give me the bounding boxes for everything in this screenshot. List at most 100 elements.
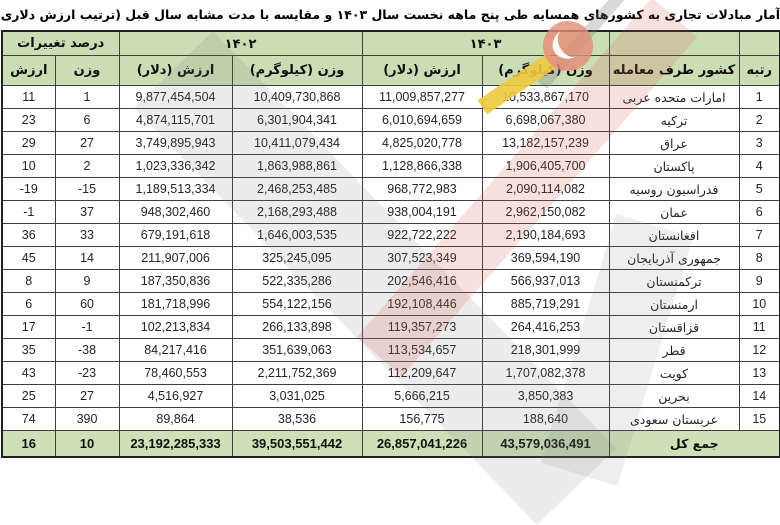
country-cell: عمان bbox=[608, 200, 740, 224]
rank-column-header: رتبه bbox=[738, 55, 780, 86]
table-header: ۱۴۰۳ ۱۴۰۲ درصد تغییرات رتبه کشور طرف معا… bbox=[1, 30, 780, 86]
table-row: 2 ترکیه 6,698,067,380 6,010,694,659 6,301,90… bbox=[1, 108, 780, 132]
value-1402-cell: 1,023,336,342 bbox=[118, 154, 233, 178]
value-1402-cell: 4,874,115,701 bbox=[118, 108, 233, 132]
value-1402-cell: 4,516,927 bbox=[118, 384, 233, 408]
value-1403-cell: 4,825,020,778 bbox=[361, 131, 483, 155]
weight-pct-cell: -38 bbox=[54, 338, 120, 362]
value-pct-cell: 8 bbox=[1, 269, 56, 293]
value-1402-column-header: ارزش (دلار) bbox=[118, 55, 233, 86]
weight-pct-column-header: وزن bbox=[54, 55, 120, 86]
value-pct-cell: 36 bbox=[1, 223, 56, 247]
value-pct-cell: 45 bbox=[1, 246, 56, 270]
value-1402-cell: 84,217,416 bbox=[118, 338, 233, 362]
weight-pct-cell: -23 bbox=[54, 361, 120, 385]
table-body: 1 امارات متحده عربی 10,533,867,170 11,009,8… bbox=[1, 85, 780, 431]
total-value-pct-cell: 16 bbox=[1, 430, 56, 458]
rank-cell: 9 bbox=[738, 269, 780, 293]
page-title: آمار مبادلات تجاری به کشورهای همسایه طی … bbox=[0, 7, 780, 22]
total-weight-1402-cell: 39,503,551,442 bbox=[231, 430, 363, 458]
value-1403-cell: 113,534,657 bbox=[361, 338, 483, 362]
value-pct-cell: 6 bbox=[1, 292, 56, 316]
country-cell: قزاقستان bbox=[608, 315, 740, 339]
weight-1402-cell: 1,646,003,535 bbox=[231, 223, 363, 247]
year-1403-header: ۱۴۰۳ bbox=[361, 30, 610, 56]
weight-1403-cell: 10,533,867,170 bbox=[481, 85, 610, 109]
value-1402-cell: 948,302,460 bbox=[118, 200, 233, 224]
country-cell: عربستان سعودی bbox=[608, 407, 740, 431]
rank-cell: 5 bbox=[738, 177, 780, 201]
weight-pct-cell: 60 bbox=[54, 292, 120, 316]
value-1403-cell: 11,009,857,277 bbox=[361, 85, 483, 109]
percent-change-header: درصد تغییرات bbox=[1, 30, 120, 56]
weight-1402-cell: 38,536 bbox=[231, 407, 363, 431]
table-row: 13 کویت 1,707,082,378 112,209,647 2,211,752,… bbox=[1, 361, 780, 385]
weight-1403-cell: 3,850,383 bbox=[481, 384, 610, 408]
country-column-header: کشور طرف معامله bbox=[608, 55, 740, 86]
weight-1402-cell: 10,409,730,868 bbox=[231, 85, 363, 109]
table-row: 10 ارمنستان 885,719,291 192,108,446 554,122,… bbox=[1, 292, 780, 316]
value-1403-cell: 307,523,349 bbox=[361, 246, 483, 270]
table-row: 8 جمهوری آذربایجان 369,594,190 307,523,349 3… bbox=[1, 246, 780, 270]
value-1403-cell: 938,004,191 bbox=[361, 200, 483, 224]
rank-cell: 15 bbox=[738, 407, 780, 431]
weight-1402-cell: 554,122,156 bbox=[231, 292, 363, 316]
weight-1402-cell: 10,411,079,434 bbox=[231, 131, 363, 155]
table-row: 14 بحرین 3,850,383 5,666,215 3,031,025 4,516,… bbox=[1, 384, 780, 408]
total-weight-pct-cell: 10 bbox=[54, 430, 120, 458]
country-cell: فدراسیون روسیه bbox=[608, 177, 740, 201]
country-cell: ارمنستان bbox=[608, 292, 740, 316]
country-cell: امارات متحده عربی bbox=[608, 85, 740, 109]
value-1402-cell: 3,749,895,943 bbox=[118, 131, 233, 155]
value-1402-cell: 89,864 bbox=[118, 407, 233, 431]
weight-1402-cell: 325,245,095 bbox=[231, 246, 363, 270]
value-1403-cell: 112,209,647 bbox=[361, 361, 483, 385]
table-row: 7 افغانستان 2,190,184,693 922,722,222 1,646,… bbox=[1, 223, 780, 247]
weight-1403-cell: 218,301,999 bbox=[481, 338, 610, 362]
weight-pct-cell: 27 bbox=[54, 131, 120, 155]
table-row: 1 امارات متحده عربی 10,533,867,170 11,009,8… bbox=[1, 85, 780, 109]
weight-1403-cell: 6,698,067,380 bbox=[481, 108, 610, 132]
weight-1402-cell: 1,863,988,861 bbox=[231, 154, 363, 178]
weight-1403-cell: 13,182,157,239 bbox=[481, 131, 610, 155]
weight-1402-cell: 3,031,025 bbox=[231, 384, 363, 408]
value-pct-cell: 17 bbox=[1, 315, 56, 339]
total-label-cell: جمع کل bbox=[608, 430, 780, 458]
value-1403-cell: 922,722,222 bbox=[361, 223, 483, 247]
table-row: 4 پاکستان 1,906,405,700 1,128,866,338 1,863,… bbox=[1, 154, 780, 178]
trade-statistics-table: ۱۴۰۳ ۱۴۰۲ درصد تغییرات رتبه کشور طرف معا… bbox=[1, 30, 780, 458]
total-value-1403-cell: 26,857,041,226 bbox=[361, 430, 483, 458]
country-cell: جمهوری آذربایجان bbox=[608, 246, 740, 270]
weight-pct-cell: 33 bbox=[54, 223, 120, 247]
value-1403-cell: 5,666,215 bbox=[361, 384, 483, 408]
weight-pct-cell: 390 bbox=[54, 407, 120, 431]
value-pct-cell: -19 bbox=[1, 177, 56, 201]
country-cell: ترکیه bbox=[608, 108, 740, 132]
rank-cell: 14 bbox=[738, 384, 780, 408]
country-cell: بحرین bbox=[608, 384, 740, 408]
weight-pct-cell: 37 bbox=[54, 200, 120, 224]
total-value-1402-cell: 23,192,285,333 bbox=[118, 430, 233, 458]
rank-cell: 11 bbox=[738, 315, 780, 339]
value-1403-cell: 192,108,446 bbox=[361, 292, 483, 316]
weight-1403-cell: 1,707,082,378 bbox=[481, 361, 610, 385]
weight-1403-cell: 369,594,190 bbox=[481, 246, 610, 270]
value-1403-cell: 968,772,983 bbox=[361, 177, 483, 201]
value-1403-cell: 156,775 bbox=[361, 407, 483, 431]
weight-1402-column-header: وزن (کیلوگرم) bbox=[231, 55, 363, 86]
weight-1402-cell: 351,639,063 bbox=[231, 338, 363, 362]
weight-pct-cell: 27 bbox=[54, 384, 120, 408]
value-pct-cell: 23 bbox=[1, 108, 56, 132]
weight-1403-cell: 566,937,013 bbox=[481, 269, 610, 293]
weight-pct-cell: -1 bbox=[54, 315, 120, 339]
year-header-row: ۱۴۰۳ ۱۴۰۲ درصد تغییرات bbox=[1, 30, 780, 56]
table-row: 11 قزاقستان 264,416,253 119,357,273 266,133,… bbox=[1, 315, 780, 339]
value-1402-cell: 679,191,618 bbox=[118, 223, 233, 247]
rank-header-spacer bbox=[738, 30, 780, 56]
weight-1403-cell: 2,190,184,693 bbox=[481, 223, 610, 247]
weight-1403-cell: 885,719,291 bbox=[481, 292, 610, 316]
value-pct-column-header: ارزش bbox=[1, 55, 56, 86]
rank-cell: 1 bbox=[738, 85, 780, 109]
weight-pct-cell: 6 bbox=[54, 108, 120, 132]
rank-cell: 8 bbox=[738, 246, 780, 270]
